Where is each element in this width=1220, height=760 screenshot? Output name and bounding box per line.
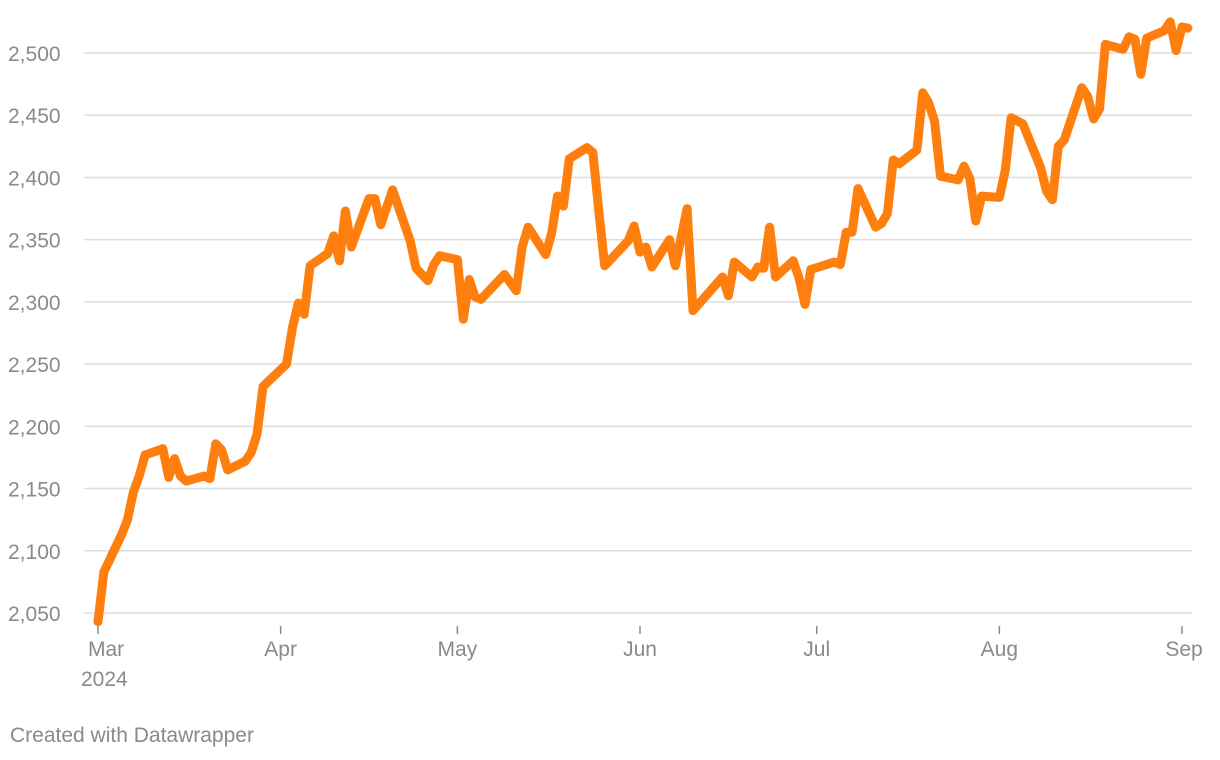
x-tick-label: Jul: [803, 638, 830, 661]
y-tick-label: 2,450: [8, 105, 61, 128]
series-line: [93, 17, 1193, 627]
x-tick-label: Jun: [623, 638, 657, 661]
x-tick-sublabel: 2024: [81, 668, 128, 691]
credit-text: Created with Datawrapper: [10, 724, 254, 747]
x-tick-label: Sep: [1165, 638, 1202, 661]
x-axis: Mar 2024 Apr May Jun Jul Aug Sep: [81, 626, 1203, 691]
x-tick-label: Aug: [981, 638, 1018, 661]
y-tick-label: 2,400: [8, 167, 61, 190]
y-tick-label: 2,200: [8, 416, 61, 439]
y-tick-label: 2,150: [8, 479, 61, 502]
series-layer: [93, 17, 1193, 627]
x-tick-label: Apr: [264, 638, 297, 661]
y-tick-label: 2,350: [8, 230, 61, 253]
y-tick-label: 2,250: [8, 354, 61, 377]
y-tick-label: 2,050: [8, 603, 61, 626]
x-tick-label: Mar: [88, 638, 124, 661]
y-tick-label: 2,300: [8, 292, 61, 315]
y-axis-labels: 2,050 2,100 2,150 2,200 2,250 2,300 2,350 2,400…: [8, 43, 61, 626]
x-tick-label: May: [438, 638, 478, 661]
y-tick-label: 2,500: [8, 43, 61, 66]
y-gridlines: [84, 52, 1192, 614]
y-tick-label: 2,100: [8, 541, 61, 564]
